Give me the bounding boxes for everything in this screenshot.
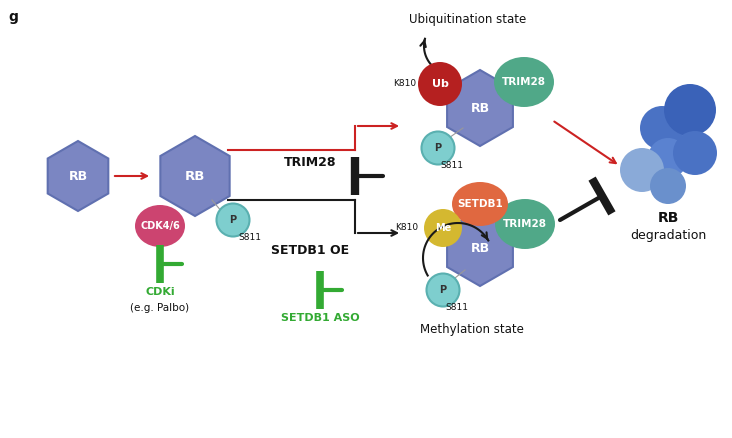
- Text: Ubiquitination state: Ubiquitination state: [409, 14, 526, 27]
- Text: RB: RB: [184, 170, 205, 183]
- Circle shape: [648, 138, 688, 178]
- Text: (e.g. Palbo): (e.g. Palbo): [130, 303, 190, 313]
- Text: SETDB1 ASO: SETDB1 ASO: [280, 313, 359, 323]
- Text: TRIM28: TRIM28: [502, 77, 546, 87]
- Text: RB: RB: [657, 211, 679, 225]
- Circle shape: [217, 204, 250, 237]
- Circle shape: [650, 168, 686, 204]
- Polygon shape: [160, 136, 230, 216]
- Text: TRIM28: TRIM28: [503, 219, 547, 229]
- Text: K810: K810: [393, 80, 417, 88]
- Ellipse shape: [452, 182, 508, 226]
- Circle shape: [620, 148, 664, 192]
- Text: P: P: [439, 285, 447, 295]
- Text: RB: RB: [471, 102, 490, 114]
- Text: Me: Me: [435, 223, 451, 233]
- Text: RB: RB: [68, 170, 88, 183]
- Polygon shape: [48, 141, 108, 211]
- Circle shape: [424, 209, 462, 247]
- Text: SETDB1 OE: SETDB1 OE: [271, 244, 349, 257]
- Circle shape: [422, 131, 455, 165]
- Text: CDK4/6: CDK4/6: [140, 221, 180, 231]
- Ellipse shape: [495, 199, 555, 249]
- Circle shape: [427, 273, 460, 307]
- Text: Ub: Ub: [432, 79, 449, 89]
- Ellipse shape: [135, 205, 185, 247]
- Polygon shape: [447, 70, 513, 146]
- Text: P: P: [229, 215, 236, 225]
- Text: P: P: [434, 143, 441, 153]
- Circle shape: [673, 131, 717, 175]
- Text: RB: RB: [471, 241, 490, 254]
- Circle shape: [418, 62, 462, 106]
- Text: S811: S811: [446, 304, 468, 312]
- Text: SETDB1: SETDB1: [457, 199, 503, 209]
- Ellipse shape: [494, 57, 554, 107]
- Text: TRIM28: TRIM28: [284, 156, 336, 170]
- Text: S811: S811: [441, 162, 463, 170]
- Polygon shape: [447, 210, 513, 286]
- Text: degradation: degradation: [630, 230, 706, 243]
- Text: CDKi: CDKi: [145, 287, 175, 297]
- Circle shape: [664, 84, 716, 136]
- Text: K810: K810: [395, 223, 419, 233]
- Circle shape: [640, 106, 684, 150]
- Text: S811: S811: [239, 233, 261, 243]
- Text: Methylation state: Methylation state: [420, 324, 524, 336]
- Text: g: g: [8, 10, 18, 24]
